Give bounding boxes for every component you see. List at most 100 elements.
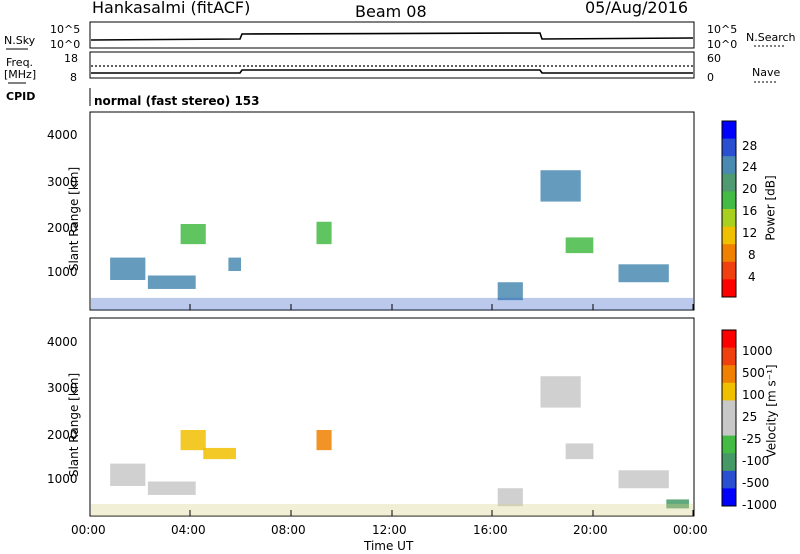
velocity-cb-swatch-4 xyxy=(722,400,736,419)
nsky-line xyxy=(90,32,694,41)
power-cb-swatch-2 xyxy=(722,156,736,175)
velocity-cb-swatch-8 xyxy=(722,470,736,489)
date-title: 05/Aug/2016 xyxy=(585,0,689,17)
power-cb-swatch-5 xyxy=(722,209,736,228)
station-title: Hankasalmi (fitACF) xyxy=(92,0,251,17)
velocity-region-5 xyxy=(497,488,523,507)
nsky-tick-bottom: 10^0 xyxy=(50,38,81,51)
velocity-cb-tick-1000: 1000 xyxy=(742,344,773,358)
power-cb-tick-12: 12 xyxy=(742,226,758,240)
velocity-cb-swatch-6 xyxy=(722,435,736,454)
power-cb-swatch-7 xyxy=(722,244,736,263)
velocity-region-2 xyxy=(180,429,206,451)
x-tick-marks xyxy=(89,304,694,516)
power-cb-tick-28: 28 xyxy=(742,139,758,153)
freq-line xyxy=(91,69,693,74)
velocity-cb-tick-25: 25 xyxy=(742,410,758,424)
velocity-cb-tick-500: 500 xyxy=(742,366,765,380)
nave-tick-top: 60 xyxy=(707,52,721,65)
power-region-2 xyxy=(180,223,206,245)
power-cb-swatch-0 xyxy=(722,121,736,140)
freq-panel-frame xyxy=(89,51,695,79)
velocity-ytick-2000: 2000 xyxy=(47,428,78,442)
power-cb-swatch-9 xyxy=(722,279,736,298)
velocity-cb-tick-m100: -100 xyxy=(742,454,770,468)
velocity-ytick-4000: 4000 xyxy=(47,335,78,349)
power-region-4 xyxy=(316,221,332,245)
power-region-6 xyxy=(540,170,581,202)
velocity-cb-swatch-7 xyxy=(722,453,736,472)
power-region-7 xyxy=(565,237,594,254)
xtick-1: 04:00 xyxy=(171,523,206,537)
velocity-marks xyxy=(91,376,693,516)
velocity-colorbar xyxy=(721,329,737,507)
velocity-region-6 xyxy=(540,376,581,408)
nsky-panel-frame xyxy=(89,21,695,49)
nsearch-label: N.Search xyxy=(746,31,796,44)
xtick-4: 16:00 xyxy=(473,523,508,537)
velocity-cb-swatch-5 xyxy=(722,418,736,437)
velocity-region-7 xyxy=(565,443,594,460)
xtick-0: 00:00 xyxy=(71,523,106,537)
velocity-cb-tick-m25: -25 xyxy=(742,432,762,446)
power-region-0 xyxy=(110,257,146,280)
xtick-3: 12:00 xyxy=(372,523,407,537)
velocity-cb-swatch-3 xyxy=(722,382,736,401)
velocity-region-4 xyxy=(316,429,332,451)
freq-tick-bottom: 8 xyxy=(70,71,77,84)
xtick-5: 20:00 xyxy=(573,523,608,537)
velocity-region-8 xyxy=(618,470,669,489)
velocity-cb-swatch-1 xyxy=(722,347,736,366)
power-cb-tick-20: 20 xyxy=(742,182,758,196)
nave-tick-bottom: 0 xyxy=(707,71,714,84)
velocity-cb-tick-100: 100 xyxy=(742,388,765,402)
power-ytick-2000: 2000 xyxy=(47,221,78,235)
cpid-value: normal (fast stereo) 153 xyxy=(94,94,260,108)
power-region-3 xyxy=(228,257,241,272)
power-cb-tick-8: 8 xyxy=(748,248,756,262)
power-cb-swatch-4 xyxy=(722,191,736,210)
freq-tick-top: 18 xyxy=(64,52,78,65)
velocity-region-1 xyxy=(147,481,196,495)
freq-label: Freq. xyxy=(6,56,34,69)
velocity-cb-frame xyxy=(721,329,737,507)
power-ytick-1000: 1000 xyxy=(47,265,78,279)
power-region-8 xyxy=(618,264,669,283)
velocity-near-range-band xyxy=(91,503,693,516)
power-cb-swatch-6 xyxy=(722,226,736,245)
velocity-region-3 xyxy=(203,447,236,460)
nsearch-tick-bottom: 10^0 xyxy=(707,38,738,51)
velocity-cb-tick-m1000: -1000 xyxy=(742,498,777,512)
power-region-5 xyxy=(497,282,523,301)
power-cb-swatch-8 xyxy=(722,261,736,280)
power-region-1 xyxy=(147,275,196,289)
cpid-label: CPID xyxy=(6,90,36,103)
nsearch-tick-top: 10^5 xyxy=(707,23,738,36)
velocity-cb-swatch-0 xyxy=(722,330,736,349)
power-cb-tick-4: 4 xyxy=(748,270,756,284)
power-cb-tick-24: 24 xyxy=(742,160,758,174)
xlabel: Time UT xyxy=(364,539,414,553)
velocity-region-9 xyxy=(666,499,689,509)
velocity-region-0 xyxy=(110,463,146,486)
power-cb-frame xyxy=(721,120,737,298)
velocity-cb-tick-m500: -500 xyxy=(742,476,770,490)
xtick-2: 08:00 xyxy=(271,523,306,537)
velocity-cb-swatch-9 xyxy=(722,488,736,507)
power-marks xyxy=(91,170,693,310)
power-ytick-4000: 4000 xyxy=(47,128,78,142)
power-cb-tick-16: 16 xyxy=(742,204,758,218)
power-cb-swatch-3 xyxy=(722,173,736,192)
xtick-6: 00:00 xyxy=(673,523,708,537)
power-colorbar xyxy=(721,120,737,298)
nave-label: Nave xyxy=(752,66,781,79)
beam-title: Beam 08 xyxy=(355,2,427,21)
power-near-range-band xyxy=(91,297,693,310)
nsky-label: N.Sky xyxy=(4,34,36,47)
velocity-ytick-3000: 3000 xyxy=(47,381,78,395)
power-ytick-3000: 3000 xyxy=(47,175,78,189)
freq-unit: [MHz] xyxy=(4,68,37,81)
power-cb-swatch-1 xyxy=(722,138,736,157)
velocity-cb-swatch-2 xyxy=(722,365,736,384)
